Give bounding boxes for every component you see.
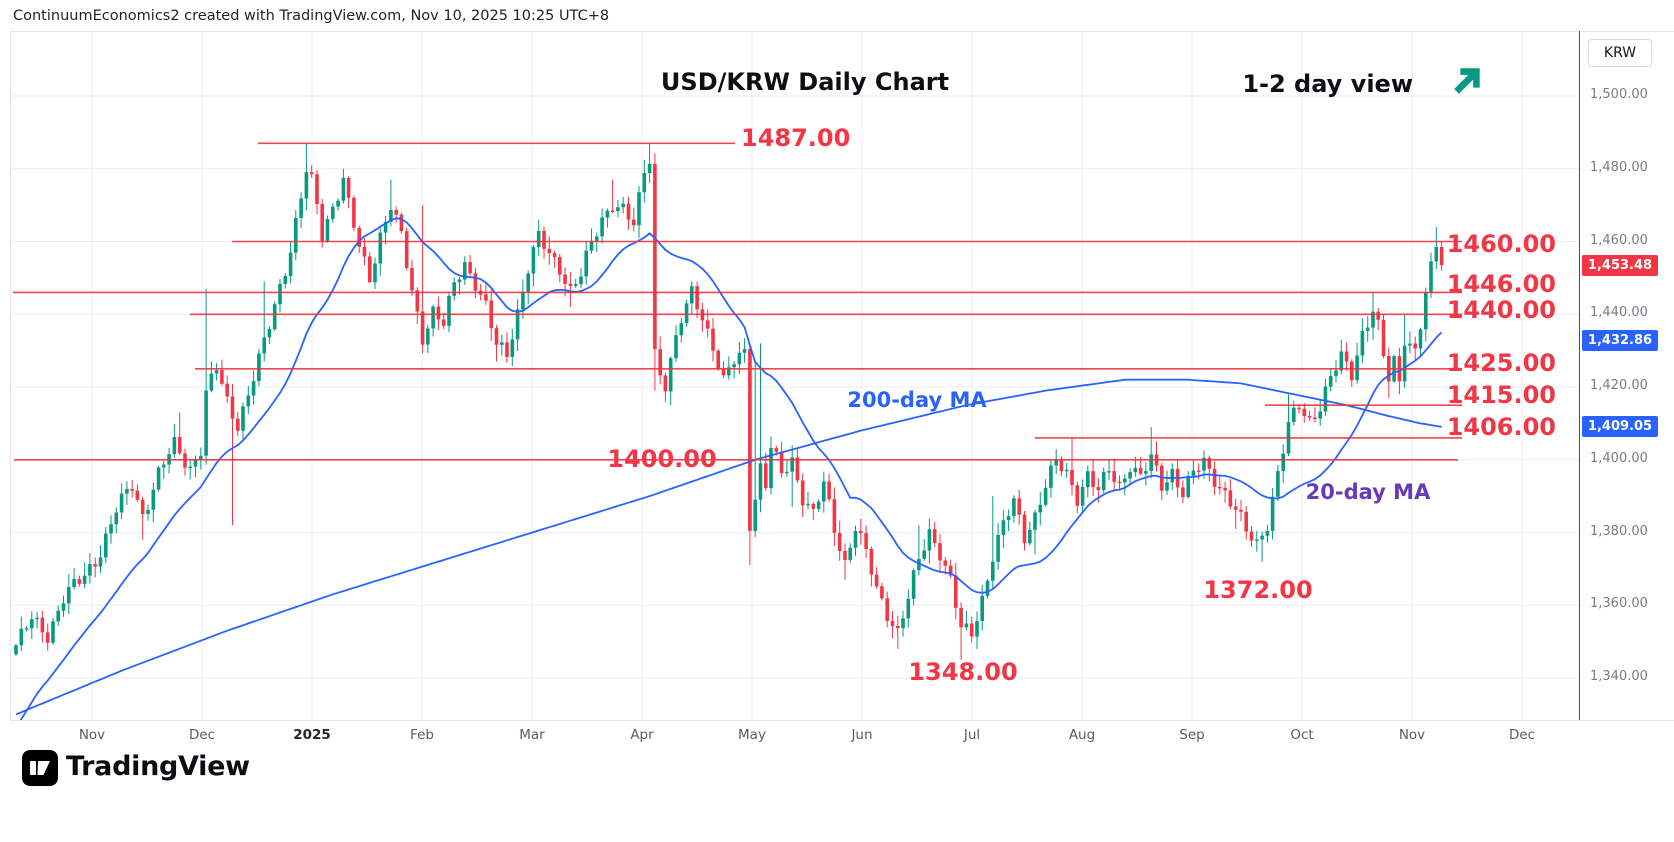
level-label-1406: 1406.00 [1446,413,1556,441]
price-tick-label: 1,500.00 [1590,87,1648,102]
price-tick-label: 1,420.00 [1590,378,1648,393]
price-tick-label: 1,440.00 [1590,305,1648,321]
chart-title: USD/KRW Daily Chart [660,68,950,96]
time-tick-label: Oct [1290,727,1314,743]
time-axis-border [10,720,1674,721]
level-label-1446: 1446.00 [1446,270,1556,298]
time-tick-label: Aug [1068,727,1096,743]
annotation-200-day-ma: 200-day MA [847,388,987,412]
level-label-1440: 1440.00 [1446,296,1556,324]
annotation-1372.00: 1372.00 [1203,576,1313,604]
pane-top-border [10,31,1674,32]
time-tick-label: 2025 [293,727,331,743]
level-label-1415: 1415.00 [1446,381,1556,409]
price-tick-label: 1,360.00 [1590,596,1648,612]
last-price-badge: 1,453.48 [1582,254,1658,276]
pane-left-border [10,31,11,720]
level-label-1460: 1460.00 [1446,230,1556,258]
tradingview-logo-text[interactable]: TradingView [66,751,250,782]
tradingview-logo-icon[interactable] [22,750,58,786]
view-horizon-note: 1-2 day view [1242,70,1413,98]
level-label-1400: 1400.00 [607,445,717,473]
ma20-line [19,217,1443,720]
ma200-value-badge: 1,409.05 [1582,416,1658,438]
price-tick-label: 1,460.00 [1590,232,1648,248]
time-tick-label: Feb [410,727,434,743]
level-label-1487: 1487.00 [741,124,851,152]
time-tick-label: Apr [630,727,654,743]
ma200-line [15,378,1442,716]
time-tick-label: Jul [963,727,981,743]
annotation-20-day-ma: 20-day MA [1305,480,1431,504]
price-tick-label: 1,480.00 [1590,159,1648,175]
time-tick-label: Sep [1179,727,1205,743]
level-label-1425: 1425.00 [1446,349,1556,377]
time-tick-label: Dec [1508,727,1536,743]
time-tick-label: Jun [851,727,873,743]
arrow-up-right-icon [1454,68,1480,94]
price-axis-border [1579,31,1580,720]
attribution-text: ContinuumEconomics2 created with Trading… [13,8,610,24]
annotation-1348.00: 1348.00 [908,658,1018,686]
time-tick-label: Dec [188,727,216,743]
time-tick-label: Nov [1398,727,1426,743]
symbol-axis-button[interactable]: KRW [1588,39,1652,67]
price-tick-label: 1,340.00 [1590,669,1648,684]
time-tick-label: May [738,727,766,743]
price-tick-label: 1,400.00 [1590,450,1648,466]
ma20-value-badge: 1,432.86 [1582,329,1658,351]
time-tick-label: Mar [519,727,545,743]
price-tick-label: 1,380.00 [1590,523,1648,539]
time-tick-label: Nov [78,727,106,743]
